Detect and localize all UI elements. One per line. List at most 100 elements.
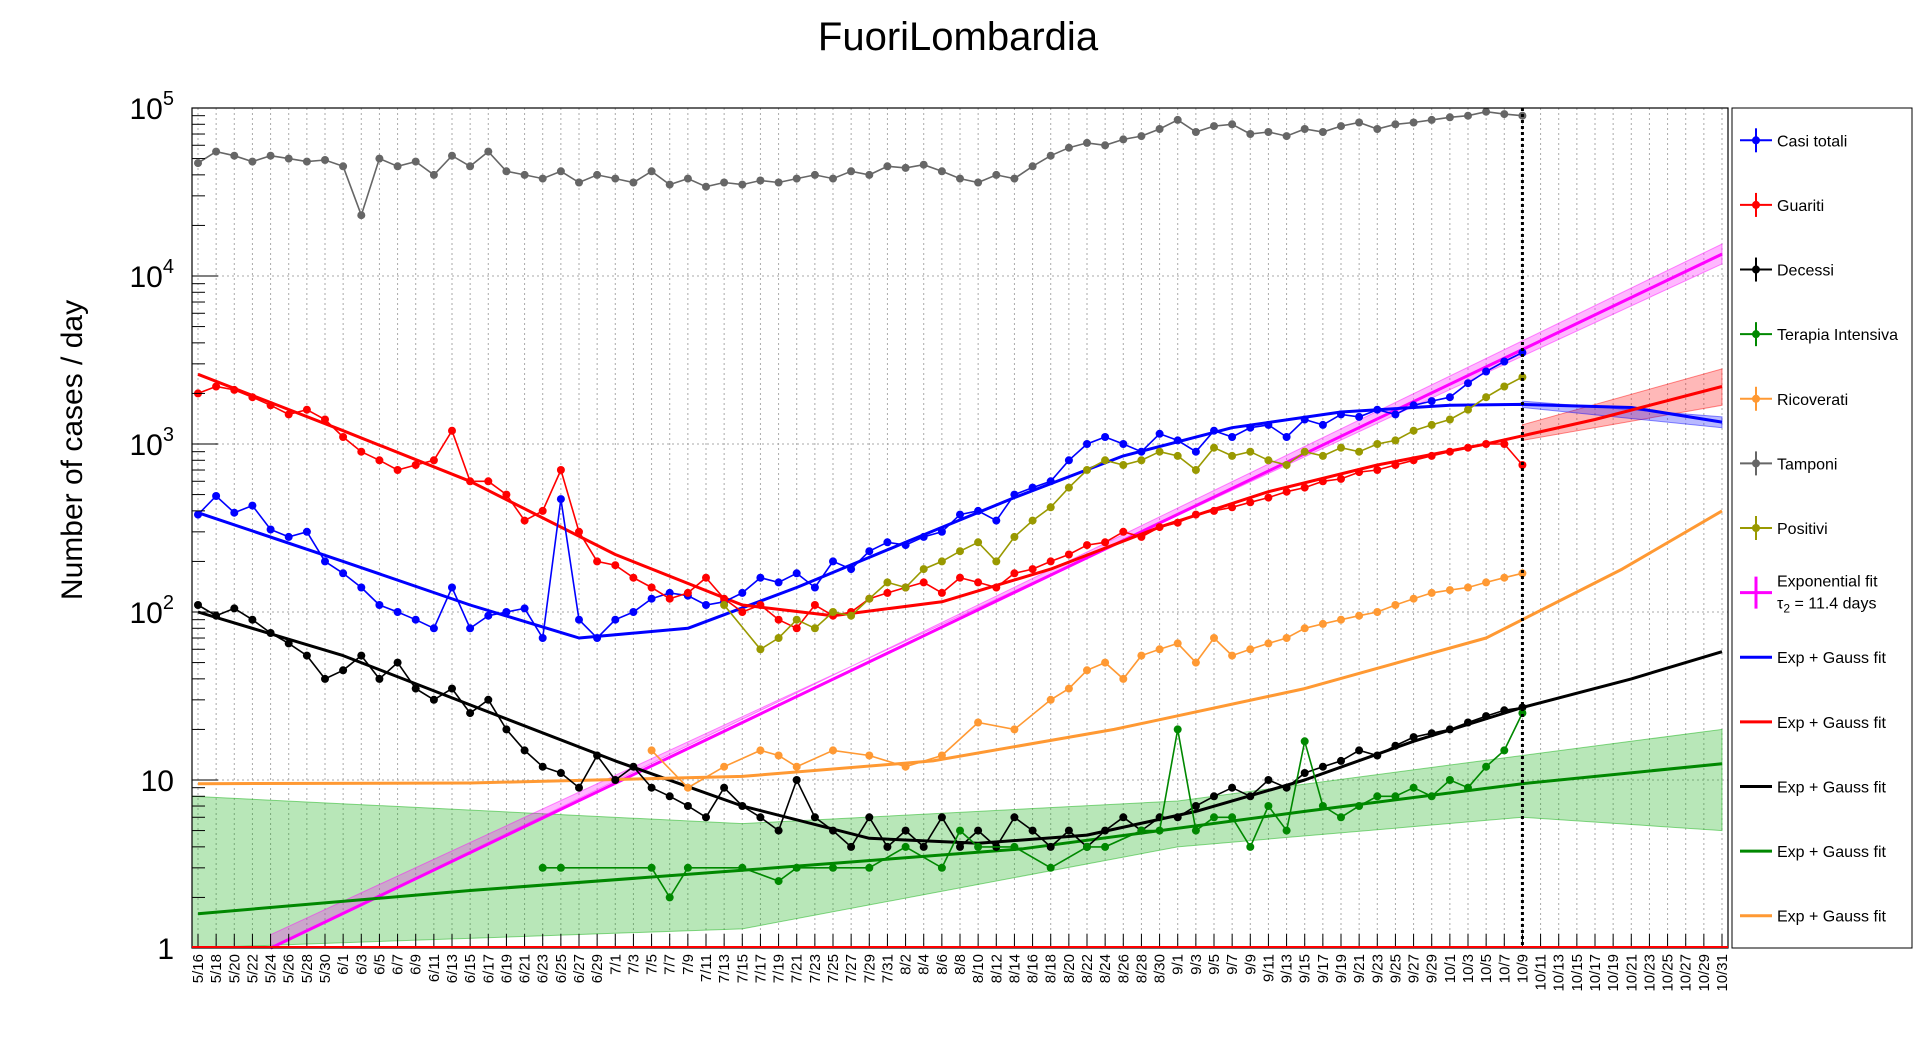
- data-point: [720, 594, 729, 603]
- data-point: [1355, 118, 1364, 127]
- legend: Casi totali Guariti Decessi Terapia Intensi…: [1731, 107, 1913, 949]
- data-point: [393, 466, 402, 474]
- data-point: [1518, 703, 1527, 712]
- axes: 5/16 5/18 5/20 5/22 5/24 5/26 5/28 5/30 6/1 6/3 6/…: [130, 88, 1732, 992]
- data-point: [411, 684, 420, 693]
- data-point: [792, 624, 801, 633]
- data-point: [829, 826, 837, 835]
- data-point: [937, 588, 946, 597]
- x-tick-label: 7/13: [716, 954, 733, 983]
- data-point: [974, 826, 983, 835]
- data-point: [1028, 483, 1037, 492]
- data-point: [1355, 468, 1364, 477]
- legend-entry: Tamponi: [1740, 451, 1837, 476]
- data-point: [429, 456, 438, 465]
- data-point: [1355, 611, 1364, 620]
- data-point: [1246, 447, 1255, 456]
- data-point: [1246, 498, 1255, 507]
- data-point: [937, 557, 946, 566]
- data-point: [284, 532, 293, 541]
- data-point: [756, 573, 765, 582]
- data-point: [883, 588, 892, 597]
- data-point: [1337, 813, 1345, 822]
- data-point: [575, 527, 583, 536]
- data-point: [194, 159, 202, 168]
- data-point: [321, 557, 329, 566]
- data-point: [901, 842, 910, 851]
- data-point: [1228, 813, 1237, 822]
- data-point: [1282, 433, 1291, 441]
- data-point: [1083, 466, 1091, 474]
- data-point: [375, 674, 384, 683]
- x-tick-label: 8/28: [1133, 954, 1150, 983]
- x-tick-label: 6/11: [426, 954, 443, 982]
- data-point: [1355, 412, 1364, 421]
- data-point: [1391, 601, 1400, 609]
- data-point: [1228, 433, 1237, 441]
- data-point: [1046, 863, 1055, 872]
- data-point: [647, 583, 656, 592]
- data-point: [1246, 792, 1255, 801]
- data-point: [1101, 826, 1110, 835]
- data-point: [1445, 725, 1454, 734]
- data-point: [1500, 573, 1509, 582]
- x-tick-label: 7/15: [734, 954, 751, 983]
- data-point: [1373, 751, 1382, 760]
- data-point: [1427, 729, 1436, 738]
- data-point: [974, 842, 983, 851]
- x-tick-label: 6/7: [390, 954, 407, 975]
- x-tick-label: 5/16: [190, 954, 207, 983]
- legend-label: Guariti: [1777, 198, 1824, 215]
- legend-label: Exp + Gauss fit: [1777, 779, 1886, 796]
- data-point: [1318, 619, 1327, 628]
- data-point: [1464, 718, 1472, 727]
- legend-entry: Exponential fit τ2 = 11.4 days: [1740, 574, 1878, 616]
- data-point: [1373, 440, 1382, 448]
- data-point: [865, 170, 874, 179]
- data-point: [1518, 373, 1527, 382]
- legend-marker: [1752, 265, 1760, 274]
- data-point: [956, 573, 964, 582]
- data-point: [1464, 583, 1472, 592]
- data-point: [1391, 741, 1400, 750]
- tau-symbol: τ: [1777, 596, 1784, 613]
- data-point: [974, 578, 983, 587]
- legend-entry: Guariti: [1740, 192, 1824, 217]
- data-point: [1028, 162, 1037, 171]
- series-positivi: [720, 373, 1527, 654]
- data-point: [1300, 483, 1309, 492]
- data-point: [756, 601, 765, 609]
- data-point: [556, 495, 565, 504]
- x-tick-label: 9/29: [1424, 954, 1441, 983]
- data-point: [1119, 440, 1128, 448]
- data-point: [792, 863, 801, 872]
- data-point: [248, 157, 257, 166]
- data-point: [1482, 367, 1491, 376]
- legend-label: Exp + Gauss fit: [1777, 909, 1886, 926]
- x-tick-label: 7/9: [680, 954, 697, 975]
- legend-label: Ricoverati: [1777, 392, 1848, 409]
- series-casi-totali: [194, 348, 1527, 642]
- x-tick-label: 9/19: [1333, 954, 1350, 983]
- legend-label: Positivi: [1777, 521, 1828, 538]
- data-point: [1391, 461, 1400, 469]
- legend-entry: Positivi: [1740, 516, 1828, 540]
- data-point: [1318, 128, 1327, 136]
- data-point: [1464, 783, 1472, 792]
- data-point: [683, 863, 692, 872]
- x-tick-label: 10/23: [1641, 954, 1658, 992]
- legend-label: Decessi: [1777, 263, 1834, 280]
- data-point: [865, 594, 874, 603]
- data-point: [1155, 447, 1164, 456]
- data-point: [883, 578, 892, 587]
- data-point: [1409, 118, 1418, 127]
- data-point: [1427, 115, 1436, 124]
- data-point: [339, 666, 348, 675]
- data-point: [1300, 624, 1309, 633]
- x-tick-label: 6/17: [480, 954, 497, 983]
- data-point: [1264, 776, 1273, 784]
- data-point: [1064, 826, 1073, 835]
- data-point: [1300, 125, 1309, 133]
- data-point: [937, 527, 946, 536]
- legend-marker: [1752, 330, 1760, 339]
